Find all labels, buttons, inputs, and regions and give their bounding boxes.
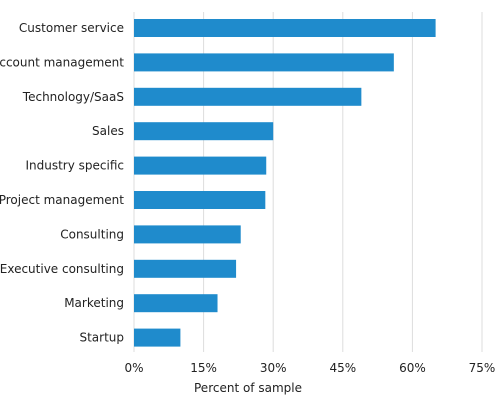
bar-1 — [134, 53, 394, 72]
x-tick-label: 30% — [260, 361, 287, 375]
bar-8 — [134, 294, 218, 313]
category-label: Executive consulting — [0, 262, 124, 276]
x-tick-label: 60% — [399, 361, 426, 375]
x-tick-label: 75% — [469, 361, 496, 375]
x-tick-labels: 0% 15% 30% 45% 60% 75% — [124, 361, 495, 375]
bar-7 — [134, 259, 237, 278]
category-label: Consulting — [60, 227, 124, 241]
bar-2 — [134, 87, 362, 106]
category-label: Marketing — [64, 296, 124, 310]
category-label: Industry specific — [25, 159, 124, 173]
category-label: Project management — [0, 193, 124, 207]
x-tick-label: 45% — [329, 361, 356, 375]
bar-4 — [134, 156, 267, 175]
x-tick-label: 0% — [124, 361, 143, 375]
bar-6 — [134, 225, 241, 244]
category-labels: Customer service Account management Techno… — [0, 21, 124, 345]
x-tick-label: 15% — [190, 361, 217, 375]
bar-3 — [134, 122, 274, 141]
bars — [134, 19, 436, 347]
bar-5 — [134, 191, 266, 209]
category-label: Account management — [0, 55, 124, 69]
category-label: Startup — [79, 331, 124, 345]
category-label: Sales — [92, 124, 124, 138]
bar-0 — [134, 19, 436, 37]
x-axis-label: Percent of sample — [194, 381, 302, 395]
category-label: Customer service — [19, 21, 124, 35]
category-label: Technology/SaaS — [22, 90, 124, 104]
bar-9 — [134, 328, 181, 347]
